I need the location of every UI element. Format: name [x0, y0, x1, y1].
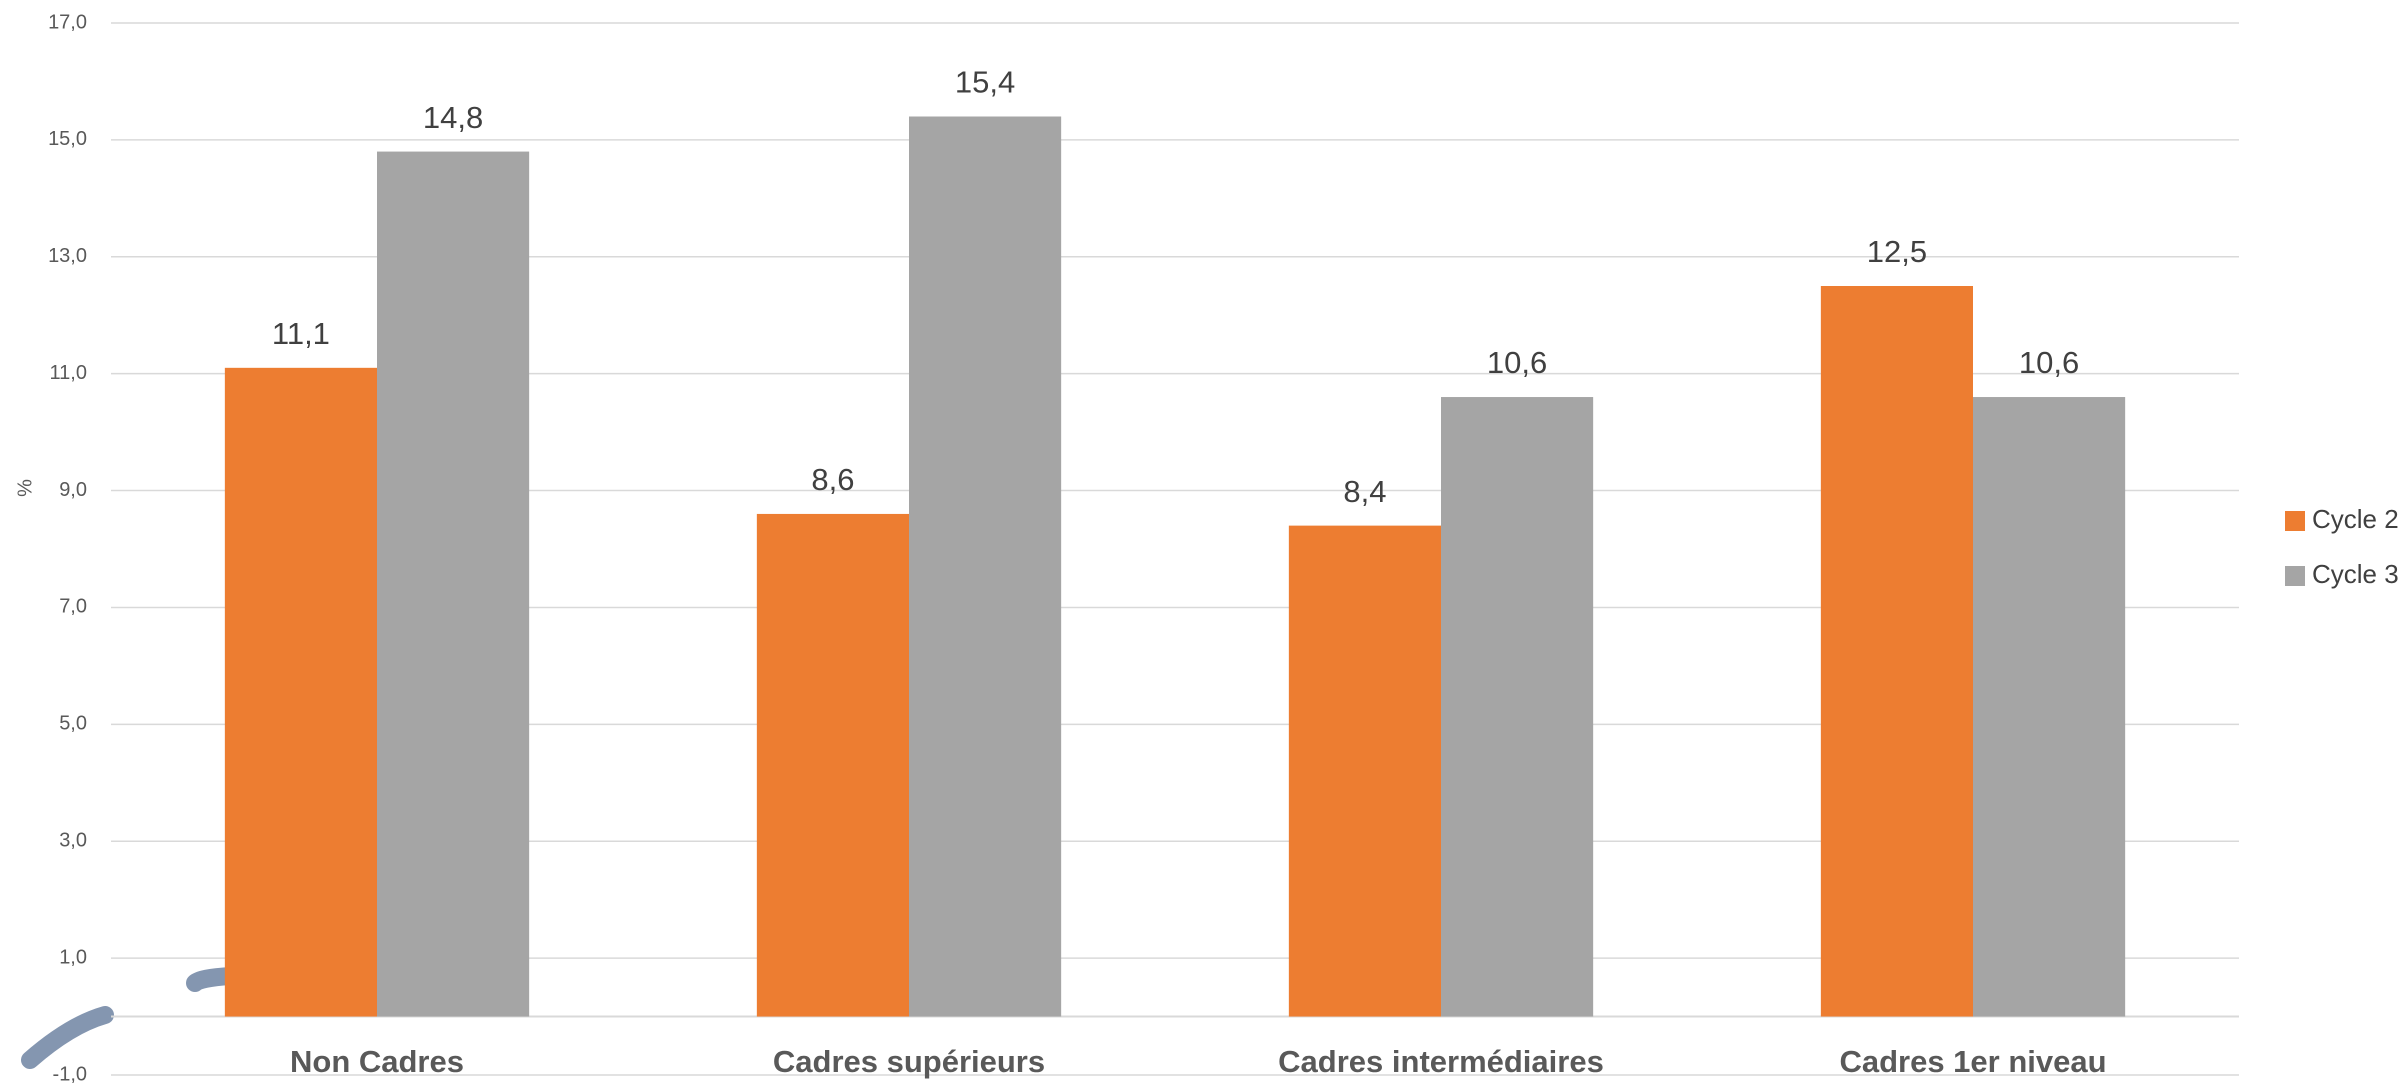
y-axis-label: %	[14, 479, 36, 497]
bar	[1441, 397, 1594, 1017]
x-tick-label: Cadres 1er niveau	[1839, 1044, 2106, 1079]
bar	[377, 151, 530, 1017]
y-tick-label: -1,0	[53, 1063, 87, 1084]
data-label: 15,4	[955, 65, 1015, 100]
bar	[1973, 397, 2126, 1017]
bar	[1820, 286, 1973, 1017]
y-tick-label: 7,0	[59, 596, 87, 618]
data-label: 14,8	[423, 100, 483, 135]
x-tick-label: Cadres intermédiaires	[1278, 1044, 1604, 1079]
legend-label: Cycle 2	[2312, 504, 2399, 534]
legend-label: Cycle 3	[2312, 559, 2399, 589]
y-tick-label: 3,0	[59, 830, 87, 852]
y-tick-label: 13,0	[48, 245, 87, 267]
legend-swatch	[2285, 566, 2305, 586]
bar	[1288, 525, 1441, 1017]
bar	[909, 116, 1062, 1017]
y-tick-label: 17,0	[48, 11, 87, 33]
data-label: 8,6	[811, 462, 854, 497]
y-tick-label: 9,0	[59, 479, 87, 501]
y-tick-label: 11,0	[50, 362, 87, 384]
y-tick-label: 5,0	[59, 713, 87, 735]
y-tick-label: 15,0	[48, 128, 87, 150]
x-tick-label: Cadres supérieurs	[773, 1044, 1045, 1079]
x-tick-label: Non Cadres	[290, 1044, 464, 1079]
bar	[224, 367, 377, 1017]
y-tick-label: 1,0	[59, 946, 87, 968]
data-label: 8,4	[1343, 474, 1386, 509]
legend-swatch	[2285, 511, 2305, 531]
bar	[756, 513, 909, 1017]
data-label: 11,1	[272, 316, 330, 351]
data-label: 10,6	[1487, 345, 1547, 380]
data-label: 10,6	[2019, 345, 2079, 380]
ink-stroke	[21, 967, 239, 1069]
data-label: 12,5	[1867, 234, 1927, 269]
